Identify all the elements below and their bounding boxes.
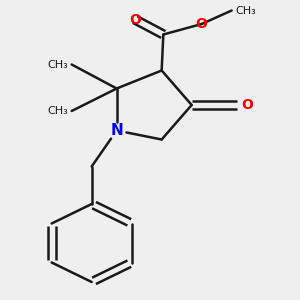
Text: N: N [110,123,123,138]
Text: O: O [129,13,141,26]
Text: O: O [242,98,254,112]
Text: CH₃: CH₃ [47,59,68,70]
Text: O: O [196,17,208,31]
Text: CH₃: CH₃ [236,5,256,16]
Text: CH₃: CH₃ [47,106,68,116]
